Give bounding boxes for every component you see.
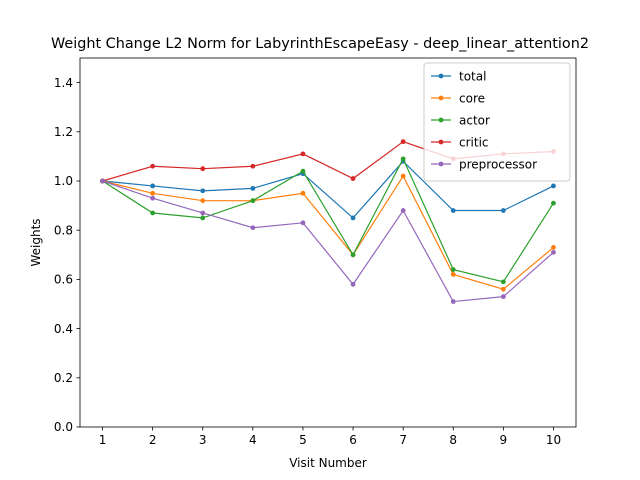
data-point-core [150,190,156,196]
data-point-actor [300,168,306,174]
series-line-total [102,160,554,219]
legend-marker-total [438,73,444,79]
legend-label-total: total [459,69,486,83]
data-point-core [200,198,206,204]
data-point-total [350,215,356,221]
data-point-total [450,208,456,213]
data-point-preprocessor [200,210,206,216]
data-point-actor [250,198,256,204]
data-point-critic [300,151,306,157]
y-tick-label: 0.4 [54,322,73,336]
x-tick-label: 5 [299,433,307,447]
series-layer [100,139,556,304]
x-axis-label: Visit Number [289,456,367,470]
data-point-core [450,272,456,277]
x-tick-label: 1 [99,433,107,447]
chart-title: Weight Change L2 Norm for LabyrinthEscap… [51,36,589,52]
x-tick-label: 6 [349,433,357,447]
data-point-critic [350,176,356,181]
data-point-actor [150,210,156,216]
data-point-actor [551,200,556,206]
x-tick-label: 9 [500,433,508,447]
data-point-critic [400,139,406,145]
data-point-total [250,185,256,191]
legend-marker-preprocessor [438,161,444,167]
data-point-core [300,190,306,196]
y-axis-label: Weights [29,218,43,266]
x-tick-label: 3 [199,433,207,447]
legend-label-critic: critic [459,135,489,149]
legend: total core actor critic preprocessor [423,62,571,182]
data-point-core [551,245,556,250]
series-line-actor [102,157,554,283]
data-point-preprocessor [100,178,105,184]
data-point-total [150,183,156,189]
x-tick-label: 2 [149,433,157,447]
x-tick-label: 10 [546,433,561,447]
legend-marker-critic [438,139,444,145]
legend-label-core: core [459,91,485,105]
y-tick-label: 1.4 [54,76,73,90]
data-point-critic [200,166,206,172]
x-tick-label: 4 [249,433,257,447]
y-tick-label: 1.0 [54,174,73,188]
plot-frame [79,57,577,428]
data-point-preprocessor [450,299,456,304]
y-tick-label: 0.2 [54,371,73,385]
data-point-preprocessor [250,225,256,231]
y-tick-label: 0.6 [54,273,73,287]
legend-label-actor: actor [459,113,490,127]
data-point-actor [400,156,406,162]
data-point-preprocessor [150,195,156,201]
data-point-core [500,286,506,292]
y-axis-ticks: 0.0 0.2 0.4 0.6 0.8 1.0 1.2 1.4 [54,76,80,434]
y-tick-label: 1.2 [54,125,73,139]
data-point-actor [350,252,356,258]
x-tick-label: 8 [449,433,457,447]
y-tick-label: 0.8 [54,223,73,237]
series-preprocessor [100,178,556,304]
data-point-actor [450,267,456,272]
data-point-actor [200,215,206,221]
series-line-preprocessor [102,180,554,303]
data-point-core [400,173,406,179]
legend-marker-actor [438,117,444,123]
data-point-preprocessor [400,208,406,213]
series-line-core [102,174,554,290]
data-point-critic [250,163,256,169]
legend-box [423,62,571,182]
data-point-actor [500,279,506,285]
data-point-total [500,208,506,213]
data-point-preprocessor [300,220,306,226]
x-axis-ticks: 1 2 3 4 5 6 7 8 9 10 [99,427,561,447]
x-tick-label: 7 [399,433,407,447]
data-point-total [200,188,206,194]
data-point-total [551,183,556,189]
legend-marker-core [438,95,444,101]
data-point-preprocessor [350,281,356,287]
data-point-critic [150,163,156,169]
data-point-preprocessor [500,294,506,300]
legend-label-preprocessor: preprocessor [459,157,537,171]
y-tick-label: 0.0 [54,420,73,434]
data-point-preprocessor [551,249,556,255]
series-actor [100,156,556,285]
